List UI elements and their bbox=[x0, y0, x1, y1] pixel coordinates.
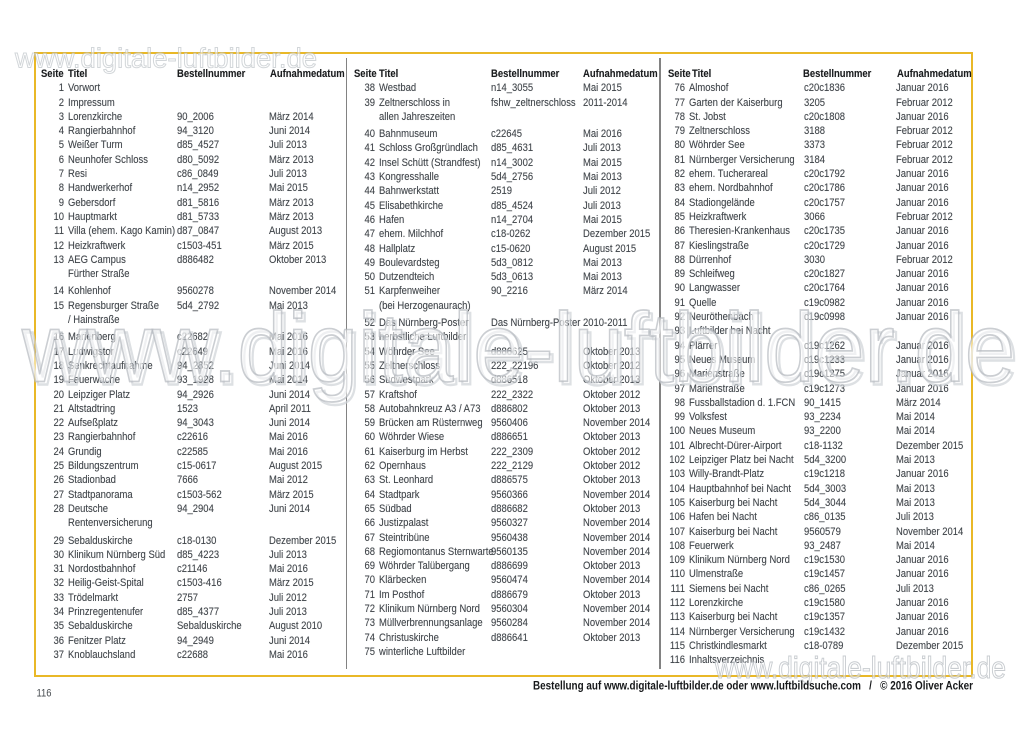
svg-text:Bestellung auf www.digitale-lu: Bestellung auf www.digitale-luftbilder.d… bbox=[533, 680, 973, 692]
svg-text:www.digitale-luftbilder.de: www.digitale-luftbilder.de bbox=[714, 650, 1006, 685]
svg-text:116: 116 bbox=[37, 688, 52, 700]
svg-text:www.digitale-luftbilder.de: www.digitale-luftbilder.de bbox=[24, 296, 1018, 406]
svg-text:www.digitale-luftbilder.de: www.digitale-luftbilder.de bbox=[14, 42, 317, 73]
svg-text:www.digitale-luftbilder.de: www.digitale-luftbilder.de bbox=[21, 293, 1015, 403]
